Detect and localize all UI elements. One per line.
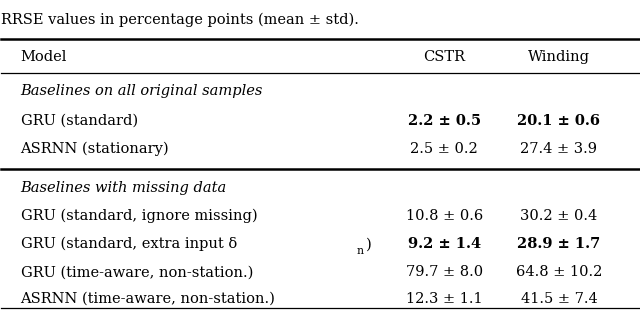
Text: Model: Model [20,50,67,64]
Text: 30.2 ± 0.4: 30.2 ± 0.4 [520,209,598,223]
Text: 2.2 ± 0.5: 2.2 ± 0.5 [408,114,481,128]
Text: ASRNN (stationary): ASRNN (stationary) [20,141,169,156]
Text: 28.9 ± 1.7: 28.9 ± 1.7 [517,237,600,251]
Text: ): ) [366,237,372,251]
Text: 2.5 ± 0.2: 2.5 ± 0.2 [410,142,478,156]
Text: 79.7 ± 8.0: 79.7 ± 8.0 [406,266,483,279]
Text: 27.4 ± 3.9: 27.4 ± 3.9 [520,142,598,156]
Text: CSTR: CSTR [423,50,465,64]
Text: Baselines on all original samples: Baselines on all original samples [20,84,263,98]
Text: GRU (standard): GRU (standard) [20,114,138,128]
Text: 64.8 ± 10.2: 64.8 ± 10.2 [516,266,602,279]
Text: ASRNN (time-aware, non-station.): ASRNN (time-aware, non-station.) [20,292,275,306]
Text: 10.8 ± 0.6: 10.8 ± 0.6 [406,209,483,223]
Text: GRU (standard, extra input δ: GRU (standard, extra input δ [20,237,237,251]
Text: 12.3 ± 1.1: 12.3 ± 1.1 [406,292,483,306]
Text: GRU (time-aware, non-station.): GRU (time-aware, non-station.) [20,266,253,279]
Text: Winding: Winding [528,50,590,64]
Text: n: n [357,246,364,256]
Text: 20.1 ± 0.6: 20.1 ± 0.6 [518,114,600,128]
Text: RRSE values in percentage points (mean ± std).: RRSE values in percentage points (mean ±… [1,12,359,27]
Text: 41.5 ± 7.4: 41.5 ± 7.4 [520,292,597,306]
Text: Baselines with missing data: Baselines with missing data [20,181,227,195]
Text: GRU (standard, ignore missing): GRU (standard, ignore missing) [20,209,257,223]
Text: 9.2 ± 1.4: 9.2 ± 1.4 [408,237,481,251]
